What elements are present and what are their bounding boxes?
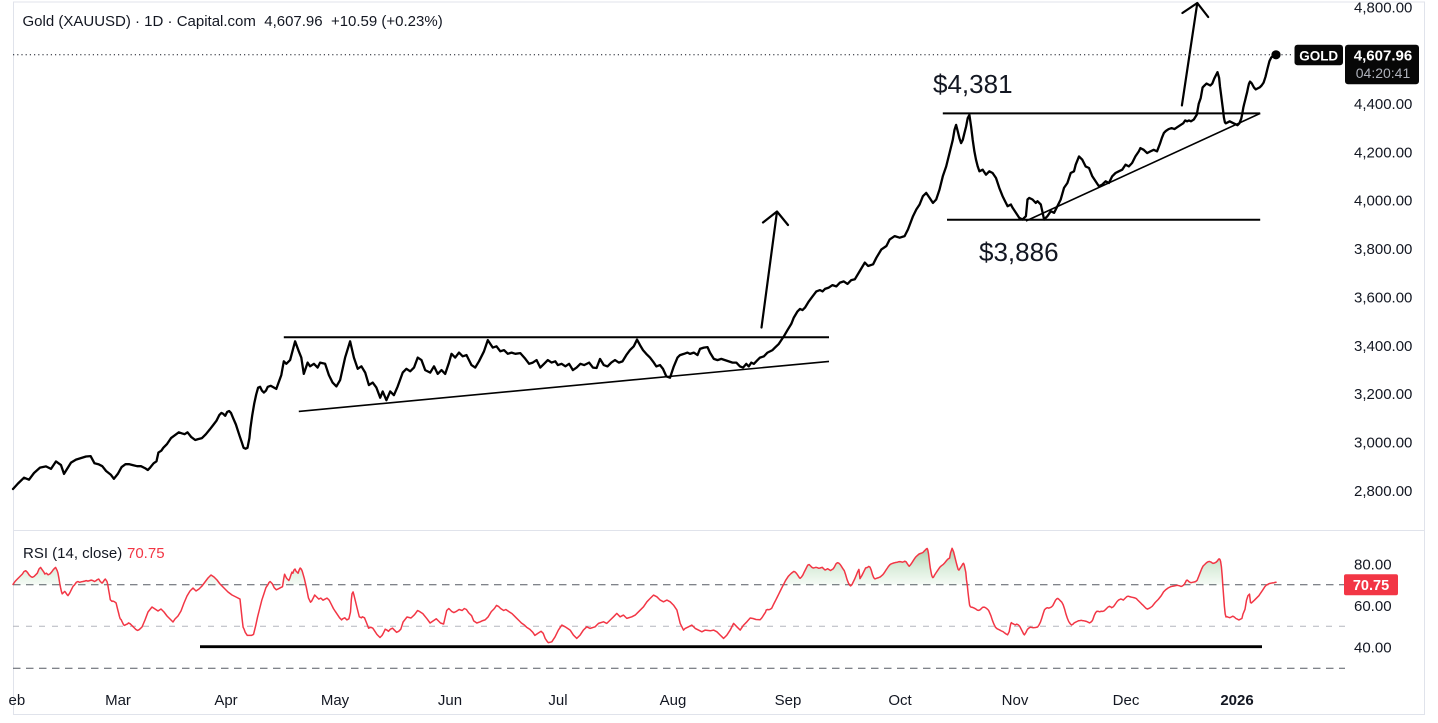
svg-text:4,400.00: 4,400.00 (1354, 96, 1412, 113)
svg-text:4,607.96: 4,607.96 (1354, 48, 1412, 65)
svg-text:3,400.00: 3,400.00 (1354, 338, 1412, 355)
svg-text:Jul: Jul (548, 692, 567, 709)
svg-text:2026: 2026 (1220, 692, 1253, 709)
svg-text:eb: eb (9, 692, 26, 709)
svg-text:Mar: Mar (105, 692, 131, 709)
svg-text:GOLD: GOLD (1299, 48, 1338, 63)
svg-text:4,200.00: 4,200.00 (1354, 144, 1412, 161)
svg-text:04:20:41: 04:20:41 (1356, 65, 1411, 81)
svg-text:Apr: Apr (214, 692, 237, 709)
svg-text:3,600.00: 3,600.00 (1354, 289, 1412, 306)
svg-text:3,000.00: 3,000.00 (1354, 435, 1412, 452)
svg-text:Dec: Dec (1113, 692, 1140, 709)
svg-text:80.00: 80.00 (1354, 556, 1392, 573)
svg-text:May: May (321, 692, 350, 709)
svg-text:RSI (14, close): RSI (14, close) (23, 545, 122, 562)
svg-text:Nov: Nov (1002, 692, 1029, 709)
svg-text:60.00: 60.00 (1354, 598, 1392, 615)
svg-text:Gold (XAUUSD) · 1D · Capital.c: Gold (XAUUSD) · 1D · Capital.com 4,607.9… (23, 13, 443, 30)
svg-text:$3,886: $3,886 (979, 237, 1059, 267)
svg-text:Jun: Jun (438, 692, 462, 709)
svg-text:Sep: Sep (775, 692, 802, 709)
svg-text:70.75: 70.75 (1353, 578, 1389, 594)
svg-text:3,200.00: 3,200.00 (1354, 386, 1412, 403)
svg-text:40.00: 40.00 (1354, 640, 1392, 657)
svg-text:4,000.00: 4,000.00 (1354, 193, 1412, 210)
svg-text:4,800.00: 4,800.00 (1354, 0, 1412, 16)
svg-text:70.75: 70.75 (127, 545, 165, 562)
svg-text:$4,381: $4,381 (933, 69, 1013, 99)
svg-text:2,800.00: 2,800.00 (1354, 483, 1412, 500)
svg-text:Oct: Oct (888, 692, 912, 709)
svg-text:Aug: Aug (660, 692, 687, 709)
svg-text:3,800.00: 3,800.00 (1354, 241, 1412, 258)
